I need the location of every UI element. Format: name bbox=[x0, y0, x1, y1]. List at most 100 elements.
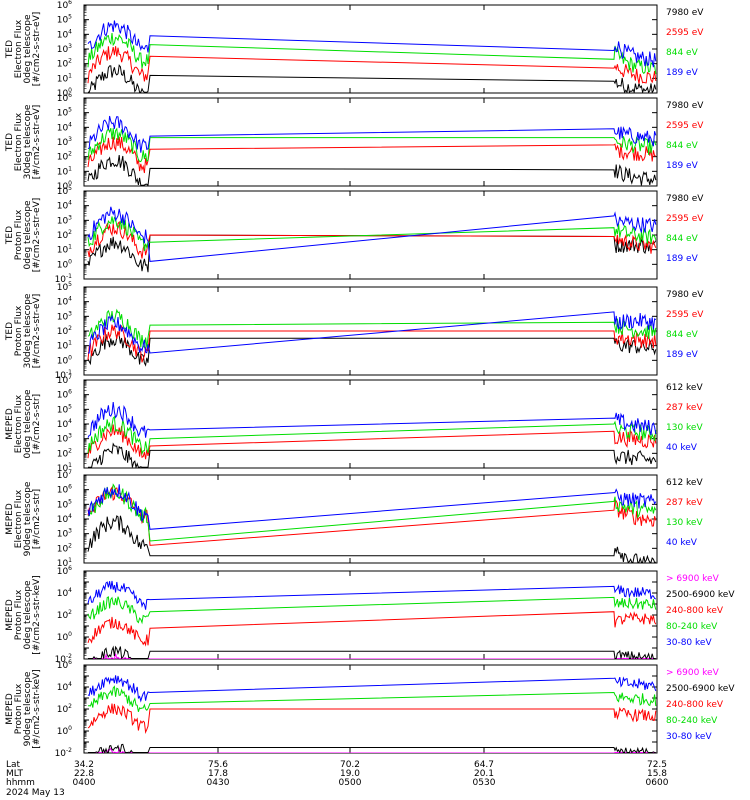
y-tick-label: 101 bbox=[57, 72, 72, 84]
series-line bbox=[87, 675, 657, 703]
plot-frame bbox=[83, 97, 658, 187]
series-line bbox=[87, 515, 656, 563]
y-tick-label: 106 bbox=[57, 92, 72, 104]
series-line bbox=[87, 155, 657, 186]
series-line bbox=[87, 331, 657, 367]
legend-entry: 240-800 keV bbox=[666, 700, 724, 710]
y-tick-label: 101 bbox=[57, 340, 72, 352]
series-line bbox=[87, 580, 657, 610]
y-tick-label: 100 bbox=[57, 631, 72, 643]
series-line bbox=[88, 311, 657, 354]
legend-entry: 287 keV bbox=[666, 403, 703, 413]
mlt-tick-label: 20.1 bbox=[474, 769, 494, 779]
legend-entry: 40 keV bbox=[666, 443, 698, 453]
legend-entry: 612 keV bbox=[666, 478, 703, 488]
y-tick-label: 107 bbox=[57, 374, 72, 386]
mlt-tick-label: 22.8 bbox=[74, 769, 94, 779]
y-axis-label: TEDElectron Flux30deg telescope[#/cm2-s-… bbox=[5, 104, 42, 179]
y-tick-label: 105 bbox=[57, 107, 72, 119]
legend-entry: 30-80 keV bbox=[666, 638, 712, 648]
y-tick-label: 104 bbox=[57, 681, 72, 693]
time-tick-label: 0600 bbox=[646, 778, 669, 788]
time-tick-label: 0500 bbox=[339, 778, 362, 788]
y-tick-label: 104 bbox=[57, 296, 72, 308]
legend-entry: 2595 eV bbox=[666, 214, 704, 224]
y-axis-label: TEDProton Flux30deg telescope[#/cm2-s-st… bbox=[5, 293, 42, 368]
y-tick-label: 105 bbox=[57, 14, 72, 26]
legend-entry: 130 keV bbox=[666, 518, 703, 528]
y-tick-label: 102 bbox=[57, 542, 72, 554]
legend-entry: 2500-6900 keV bbox=[666, 590, 735, 600]
series-line bbox=[87, 685, 657, 712]
legend-entry: > 6900 keV bbox=[666, 574, 720, 584]
y-tick-label: 101 bbox=[57, 165, 72, 177]
series-line bbox=[87, 115, 657, 153]
y-tick-label: 104 bbox=[57, 121, 72, 133]
legend-entry: 287 keV bbox=[666, 498, 703, 508]
y-axis-label: MEPEDElectron Flux90deg telescope[#/cm2-… bbox=[5, 481, 42, 556]
series-line bbox=[87, 415, 657, 456]
y-tick-label: 103 bbox=[57, 310, 72, 322]
plot-frame bbox=[83, 570, 658, 660]
series-line bbox=[88, 743, 656, 753]
legend-entry: 40 keV bbox=[666, 538, 698, 548]
y-tick-label: 102 bbox=[57, 151, 72, 163]
legend-entry: 7980 eV bbox=[666, 194, 704, 204]
series-line bbox=[87, 234, 657, 273]
y-tick-label: 104 bbox=[57, 587, 72, 599]
series-line bbox=[88, 653, 656, 659]
y-tick-label: 106 bbox=[57, 0, 72, 11]
lat-tick-label: 70.2 bbox=[340, 760, 360, 770]
y-tick-label: 101 bbox=[57, 244, 72, 256]
series-line bbox=[87, 483, 657, 542]
legend-entry: 844 eV bbox=[666, 141, 699, 151]
y-tick-label: 103 bbox=[57, 433, 72, 445]
y-tick-label: 102 bbox=[57, 609, 72, 621]
series-line bbox=[87, 401, 657, 438]
y-tick-label: 103 bbox=[57, 214, 72, 226]
ephemeris-row-label: MLT bbox=[6, 769, 24, 779]
series-line bbox=[87, 596, 657, 625]
legend-entry: 189 eV bbox=[666, 350, 699, 360]
y-tick-label: 100 bbox=[57, 725, 72, 737]
mlt-tick-label: 19.0 bbox=[340, 769, 360, 779]
series-line bbox=[88, 645, 656, 659]
legend-entry: 7980 eV bbox=[666, 290, 704, 300]
y-tick-label: 103 bbox=[57, 136, 72, 148]
y-axis-label: TEDElectron Flux0deg telescope[#/cm2-s-s… bbox=[5, 12, 42, 87]
time-tick-label: 0400 bbox=[73, 778, 96, 788]
series-line bbox=[87, 127, 657, 163]
legend-entry: 2595 eV bbox=[666, 121, 704, 131]
y-tick-label: 106 bbox=[57, 484, 72, 496]
mlt-tick-label: 17.8 bbox=[208, 769, 228, 779]
y-tick-label: 100 bbox=[57, 354, 72, 366]
series-line bbox=[87, 703, 657, 735]
series-line bbox=[87, 206, 657, 262]
lat-tick-label: 64.7 bbox=[474, 760, 494, 770]
y-tick-label: 102 bbox=[57, 58, 72, 70]
y-tick-label: 104 bbox=[57, 418, 72, 430]
legend-entry: 7980 eV bbox=[666, 8, 704, 18]
legend-entry: 612 keV bbox=[666, 383, 703, 393]
y-tick-label: 103 bbox=[57, 528, 72, 540]
ephemeris-row-label: hhmm bbox=[6, 778, 35, 788]
series-line bbox=[87, 611, 657, 647]
ephemeris-row-label: 2024 May 13 bbox=[6, 788, 65, 798]
y-tick-label: 100 bbox=[57, 258, 72, 270]
legend-entry: 2500-6900 keV bbox=[666, 684, 735, 694]
y-tick-label: 104 bbox=[57, 28, 72, 40]
y-tick-label: 105 bbox=[57, 498, 72, 510]
series-line bbox=[87, 33, 657, 75]
legend-entry: 844 eV bbox=[666, 48, 699, 58]
y-tick-label: 104 bbox=[57, 200, 72, 212]
y-tick-label: 102 bbox=[57, 325, 72, 337]
panel-8: 10-2 100 102 104 106 MEPEDProton Flux90deg te… bbox=[5, 659, 735, 759]
y-tick-label: 105 bbox=[57, 281, 72, 293]
